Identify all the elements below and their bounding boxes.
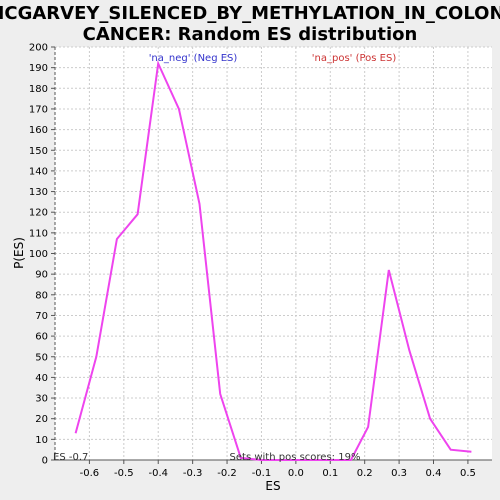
x-tick-label: 0.1 xyxy=(322,468,338,479)
x-axis: -0.6 -0.5 -0.4 -0.3 -0.2 -0.1 0.0 0.1 0.2 0.3 0.4 0… xyxy=(55,459,492,479)
x-tick-label: 0.0 xyxy=(288,468,304,479)
y-tick-label: 100 xyxy=(29,249,48,260)
y-tick-label: 170 xyxy=(29,104,48,115)
y-axis-label: P(ES) xyxy=(12,237,26,269)
legend-neg: 'na_neg' (Neg ES) xyxy=(149,53,238,64)
y-tick-label: 200 xyxy=(29,43,48,54)
y-tick-label: 0 xyxy=(42,456,48,467)
grid-lines xyxy=(55,46,492,461)
x-tick-label: 0.4 xyxy=(426,468,442,479)
y-tick-label: 160 xyxy=(29,125,48,136)
y-tick-label: 70 xyxy=(35,311,48,322)
y-axis: 0 10 20 30 40 50 60 70 80 90 100 110 120 130 140 150 160… xyxy=(29,43,56,467)
chart-title-line1: MCGARVEY_SILENCED_BY_METHYLATION_IN_COLO… xyxy=(0,3,500,24)
chart-title-line2: CANCER: Random ES distribution xyxy=(83,24,418,45)
x-tick-label: -0.5 xyxy=(114,468,134,479)
y-tick-label: 150 xyxy=(29,146,48,157)
annotation-pos-scores: Sets with pos scores: 19% xyxy=(230,452,361,463)
x-tick-label: -0.3 xyxy=(183,468,203,479)
y-tick-label: 50 xyxy=(35,352,48,363)
y-tick-label: 40 xyxy=(35,373,48,384)
annotation-left-bottom: ES -0.7 xyxy=(53,452,88,463)
y-tick-label: 80 xyxy=(35,290,48,301)
y-tick-label: 10 xyxy=(35,435,48,446)
y-tick-label: 30 xyxy=(35,394,48,405)
legend-pos: 'na_pos' (Pos ES) xyxy=(312,53,397,64)
x-tick-label: -0.2 xyxy=(217,468,237,479)
y-tick-label: 90 xyxy=(35,270,48,281)
y-tick-label: 110 xyxy=(29,228,48,239)
y-tick-label: 190 xyxy=(29,63,48,74)
y-tick-label: 120 xyxy=(29,208,48,219)
x-tick-label: 0.3 xyxy=(391,468,407,479)
y-tick-label: 130 xyxy=(29,187,48,198)
y-tick-label: 140 xyxy=(29,166,48,177)
x-tick-label: -0.4 xyxy=(148,468,168,479)
es-distribution-line xyxy=(74,59,472,461)
x-tick-label: 0.5 xyxy=(460,468,476,479)
y-tick-label: 60 xyxy=(35,332,48,343)
x-tick-label: -0.6 xyxy=(80,468,100,479)
x-axis-label: ES xyxy=(265,479,280,493)
y-tick-label: 20 xyxy=(35,414,48,425)
y-tick-label: 180 xyxy=(29,84,48,95)
x-tick-label: 0.2 xyxy=(357,468,373,479)
x-tick-label: -0.1 xyxy=(252,468,272,479)
